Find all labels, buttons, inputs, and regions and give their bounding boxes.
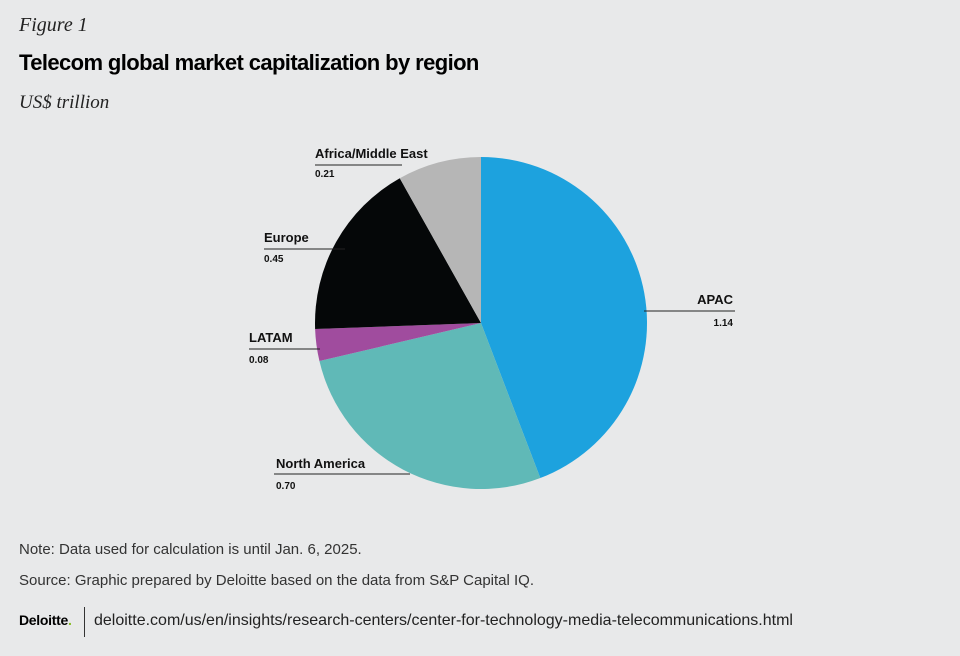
chart-title: Telecom global market capitalization by … bbox=[19, 50, 479, 75]
slice-labels: APAC 1.14 North America 0.70 LATAM 0.08 Europe… bbox=[249, 146, 734, 492]
footer-divider bbox=[84, 607, 85, 637]
slice-label-europe: Europe bbox=[264, 230, 309, 245]
slice-value-latam: 0.08 bbox=[249, 355, 269, 366]
deloitte-logo[interactable]: Deloitte. bbox=[19, 612, 72, 628]
chart-subtitle: US$ trillion bbox=[19, 92, 110, 113]
pie-slices bbox=[314, 156, 648, 490]
pie-slice-africa-middle-east bbox=[399, 157, 481, 323]
chart-note: Note: Data used for calculation is until… bbox=[19, 541, 362, 558]
slice-value-africa-middle-east: 0.21 bbox=[315, 169, 335, 180]
slice-label-apac: APAC bbox=[697, 292, 733, 307]
pie-slice-latam bbox=[315, 323, 481, 362]
slice-label-africa-middle-east: Africa/Middle East bbox=[315, 146, 428, 161]
slice-label-latam: LATAM bbox=[249, 330, 293, 345]
slice-value-north-america: 0.70 bbox=[276, 481, 296, 492]
slice-value-europe: 0.45 bbox=[264, 254, 284, 265]
pie-slice-europe bbox=[314, 178, 481, 330]
slice-label-north-america: North America bbox=[276, 456, 366, 471]
pie-slice-north-america bbox=[319, 323, 541, 490]
chart-source: Source: Graphic prepared by Deloitte bas… bbox=[19, 572, 535, 589]
source-url-link[interactable]: deloitte.com/us/en/insights/research-cen… bbox=[94, 612, 793, 629]
figure-label: Figure 1 bbox=[19, 14, 88, 36]
slice-value-apac: 1.14 bbox=[714, 318, 734, 329]
label-leaders bbox=[249, 164, 735, 475]
pie-slice-apac bbox=[481, 156, 648, 479]
